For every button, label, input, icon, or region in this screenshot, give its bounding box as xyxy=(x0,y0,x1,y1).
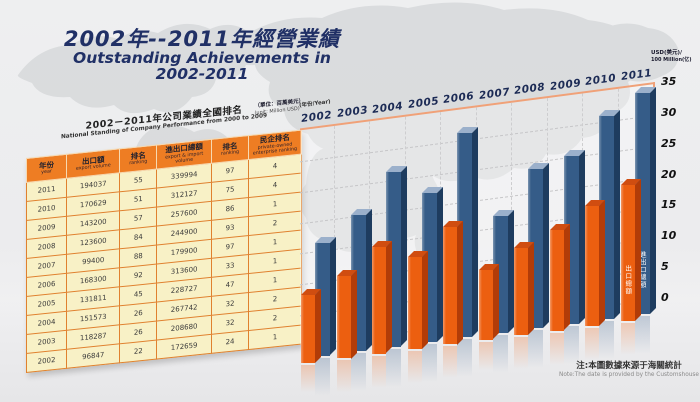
bar-reflection xyxy=(386,348,401,387)
x-axis-year-label: 2008 xyxy=(513,81,546,98)
bar-reflection xyxy=(620,323,635,356)
export-volume-bar-front xyxy=(407,256,422,350)
ytick-label: 20 xyxy=(661,167,677,181)
export-volume-bar-front xyxy=(478,270,493,340)
bar-reflection xyxy=(514,337,528,370)
source-note-en: Note:The date is provided by the Customs… xyxy=(559,372,699,379)
x-axis-caption: (年份/Year) xyxy=(298,98,332,110)
bar-reflection xyxy=(407,351,422,384)
export-volume-bar-front xyxy=(301,295,315,363)
export-volume-bar xyxy=(514,242,534,336)
export-volume-bar-front xyxy=(443,226,457,345)
export-volume-bar xyxy=(372,241,392,354)
ytick-label: 5 xyxy=(661,260,669,274)
bar-reflection xyxy=(372,355,386,388)
export-volume-bar-front xyxy=(585,206,599,326)
export-volume-bar-front xyxy=(372,247,386,354)
export-volume-bar xyxy=(549,224,570,331)
bar-reflection xyxy=(350,353,366,392)
export-volume-bar-front xyxy=(514,248,528,336)
x-axis-year-label: 2005 xyxy=(406,95,440,112)
source-note: 注:本圖數據來源于海關統計 Note:The date is provided … xyxy=(558,361,700,380)
x-axis-year-label: 2006 xyxy=(442,90,475,107)
ytick-label: 15 xyxy=(661,198,677,212)
source-note-zh: 注:本圖數據來源于海關統計 xyxy=(576,361,682,371)
bar-reflection xyxy=(457,339,472,378)
bar-reflection xyxy=(336,360,351,393)
export-volume-bar xyxy=(407,250,428,350)
export-volume-bar xyxy=(336,269,357,359)
unit-line2: 100 Million(亿) xyxy=(651,56,692,63)
export-volume-bar xyxy=(443,220,463,345)
export-volume-bar xyxy=(478,264,499,340)
page-title-en: Outstanding Achievements in 2002-2011 xyxy=(73,49,331,84)
export-volume-bar-front xyxy=(336,275,351,359)
bar-reflection xyxy=(315,357,330,396)
ytick-label: 25 xyxy=(661,136,677,150)
total-volume-bar-series-label: 進出口總額 xyxy=(638,250,647,289)
bar-reflection xyxy=(492,334,508,373)
bar-reflection xyxy=(585,327,599,360)
ytick-label: 35 xyxy=(661,75,677,88)
page-title-zh: 2002年--2011年經營業績 xyxy=(63,27,341,51)
export-volume-bar xyxy=(301,289,321,363)
y-axis-unit-label: USD(美元)/ 100 Million(亿) xyxy=(651,50,697,63)
ytick-label: 30 xyxy=(661,105,677,119)
export-volume-bar: 出口總額 xyxy=(620,179,641,322)
bar-reflection xyxy=(599,320,614,359)
bar-reflection xyxy=(443,346,457,379)
export-volume-bar-front xyxy=(620,185,635,322)
bar-reflection xyxy=(549,332,564,365)
bar-reflection xyxy=(528,330,543,369)
ytick-label: 10 xyxy=(661,229,677,243)
x-axis-year-label: 2011 xyxy=(619,67,653,84)
ytick-label: 0 xyxy=(661,291,669,304)
bar-reflection xyxy=(301,364,315,393)
export-volume-bar-series-label: 出口總額 xyxy=(623,265,632,296)
x-axis-year-label: 2007 xyxy=(477,85,511,102)
x-axis-year-label: 2004 xyxy=(371,99,404,116)
bar-reflection xyxy=(421,344,437,383)
bar-reflection xyxy=(478,341,493,370)
x-axis-year-label: 2010 xyxy=(584,71,617,88)
unit-line1: USD(美元)/ xyxy=(651,50,683,56)
export-volume-bar xyxy=(585,200,605,326)
export-volume-bar-front xyxy=(549,230,564,331)
bar-reflection xyxy=(563,325,579,364)
x-axis-year-label: 2003 xyxy=(335,104,369,121)
page-title: 2002年--2011年經營業績 Outstanding Achievement… xyxy=(52,28,352,83)
x-axis-year-label: 2002 xyxy=(300,108,333,125)
bar-reflection xyxy=(634,316,650,355)
x-axis-year-label: 2009 xyxy=(548,76,582,93)
